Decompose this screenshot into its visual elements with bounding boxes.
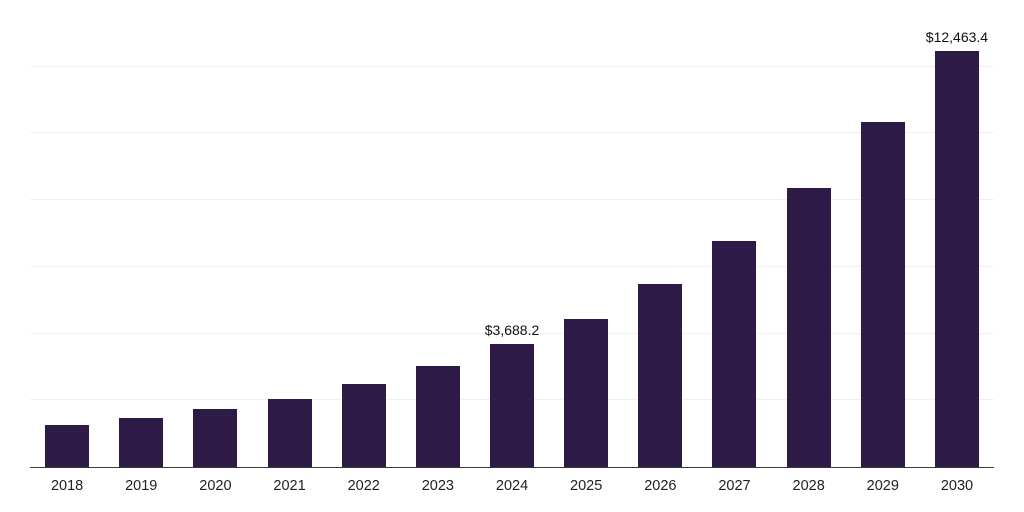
x-tick-label-2023: 2023 [421,478,454,494]
bar-2020 [193,408,238,467]
x-tick-label-2025: 2025 [570,478,603,494]
bar-group-2026 [623,10,697,467]
bar-2029 [860,122,905,467]
bar-group-2019 [104,10,178,467]
bar-2025 [564,318,609,467]
bar-2021 [267,398,312,467]
x-axis: 2018 2019 2020 2021 2022 2023 2024 2025 2026 2027… [30,469,994,503]
x-tick-label-2030: 2030 [940,478,974,494]
bar-group-2028 [772,10,846,467]
bar-group-2029 [846,10,920,467]
bar-group-2023 [401,10,475,467]
bar-group-2030: $12,463.4 [920,10,994,467]
bar-2018 [45,425,90,467]
bars: $3,688.2 $12,463.4 [30,10,994,467]
bar-group-2027 [697,10,771,467]
gridline [30,265,994,267]
gridline [30,199,994,201]
x-tick-label-2029: 2029 [866,478,899,494]
bar-group-2020 [178,10,252,467]
bar-2028 [786,188,831,467]
x-tick-label-2026: 2026 [644,478,677,494]
gridline [30,132,994,134]
bar-2030 [934,51,979,467]
plot-area: $3,688.2 $12,463.4 [30,10,994,468]
gridline [30,65,994,67]
x-tick-label-2019: 2019 [125,478,158,494]
x-tick-label-2027: 2027 [718,478,751,494]
x-tick-label-2028: 2028 [792,478,825,494]
bar-2019 [119,417,164,467]
bar-group-2018 [30,10,104,467]
bar-2027 [712,240,757,467]
bar-2024 [490,343,535,467]
x-tick-label-2021: 2021 [273,478,306,494]
x-tick-label-2024: 2024 [495,478,529,494]
bar-value-label-2024: $3,688.2 [484,321,540,338]
bar-group-2021 [252,10,326,467]
bar-2022 [341,383,386,467]
x-tick-label-2018: 2018 [50,478,84,494]
x-tick-label-2020: 2020 [199,478,232,494]
bar-group-2022 [327,10,401,467]
bar-2023 [415,366,460,467]
bar-group-2024: $3,688.2 [475,10,549,467]
bar-2026 [638,284,683,467]
bar-value-label-2030: $12,463.4 [925,29,989,46]
x-tick-label-2022: 2022 [347,478,380,494]
bar-group-2025 [549,10,623,467]
gridline [30,332,994,334]
